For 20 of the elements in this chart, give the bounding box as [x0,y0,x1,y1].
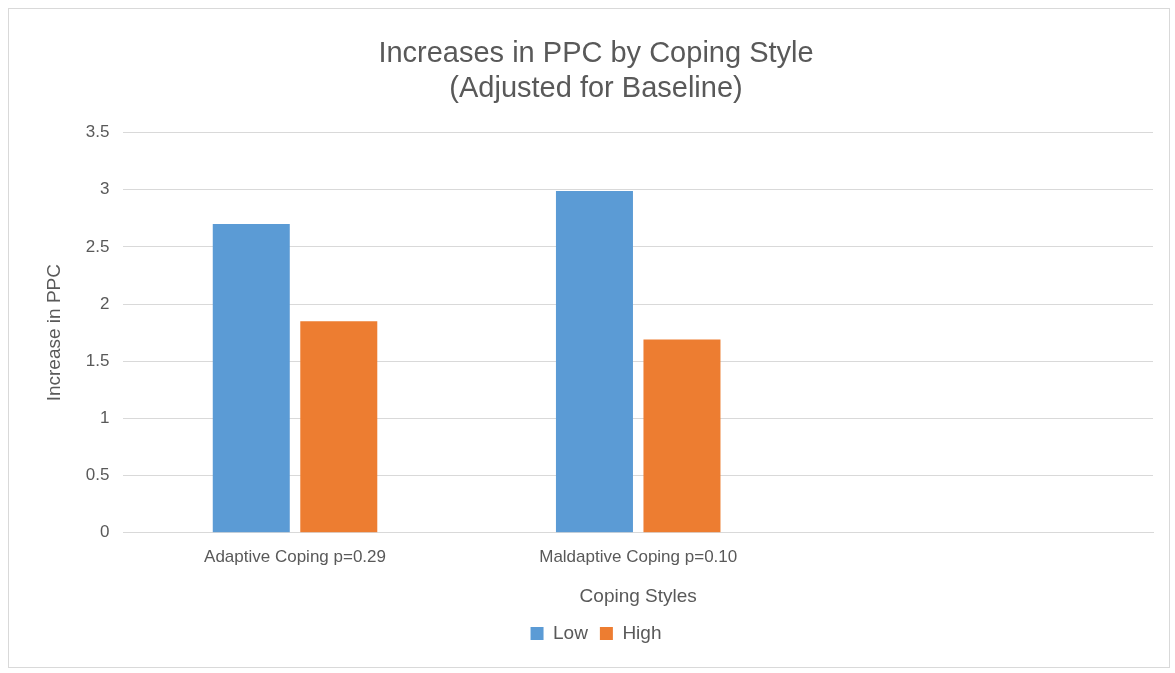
x-tick-label: Adaptive Coping p=0.29 [204,546,386,566]
y-tick-label: 3 [99,179,110,199]
y-tick-label: 1 [99,408,110,428]
y-tick-label: 0.5 [85,465,110,485]
x-tick-label: Maldaptive Coping p=0.10 [539,546,738,566]
legend-label: High [622,621,662,643]
y-tick-label: 1.5 [85,350,110,370]
y-axis-title: Increase in PPC [42,264,64,402]
text: (Adjusted for Baseline) [449,71,743,104]
y-tick-label: 0 [99,522,110,542]
y-tick-label: 2 [99,293,110,313]
y-tick-label: 3.5 [85,122,110,142]
bar [212,224,290,533]
bar [555,190,633,533]
y-tick-label: 2.5 [85,236,110,256]
text: Increases in PPC by Coping Style [378,36,814,69]
bar [643,339,721,533]
x-axis-title: Coping Styles [579,584,697,606]
legend-label: Low [553,621,589,643]
bar [300,321,378,533]
